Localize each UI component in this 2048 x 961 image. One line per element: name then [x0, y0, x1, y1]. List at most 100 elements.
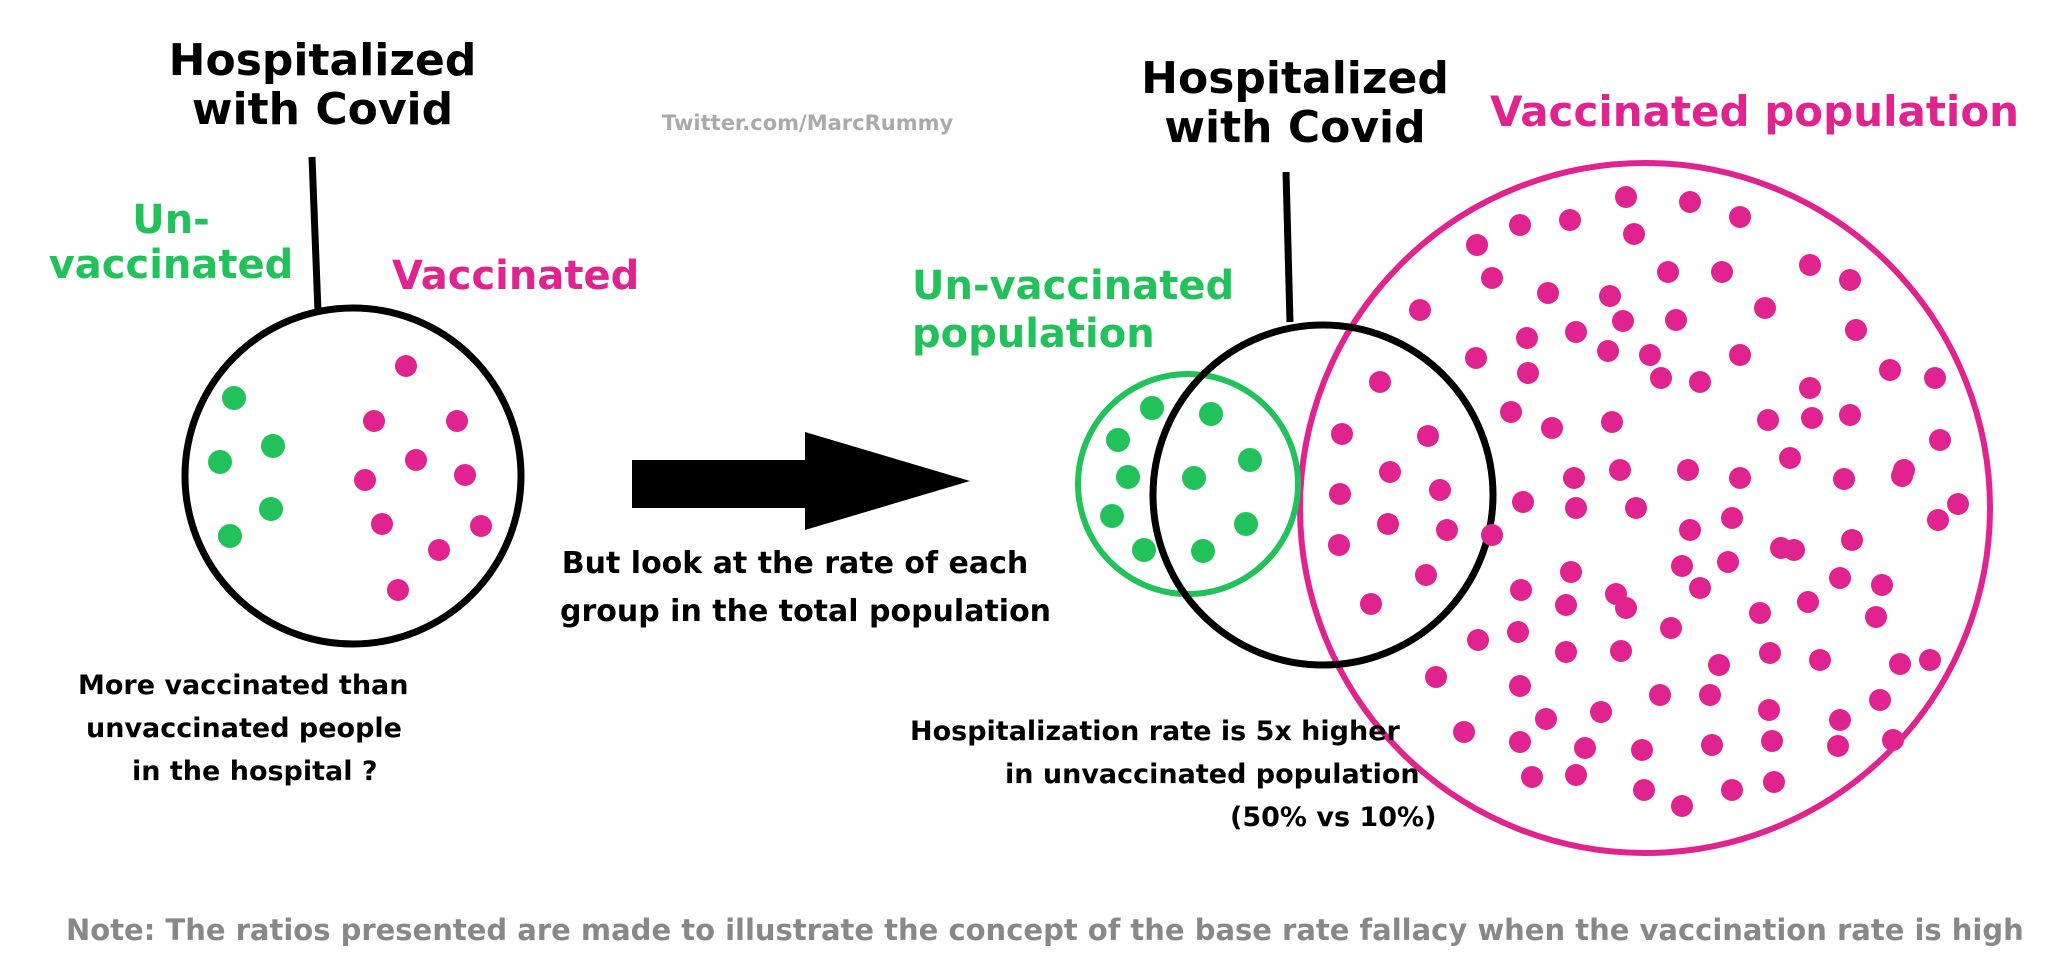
- vaccinated-person-dot: [1689, 371, 1711, 393]
- vaccinated-person-dot: [1559, 209, 1581, 231]
- vaccinated-person-dot: [1521, 766, 1543, 788]
- rate-line2: in unvaccinated population: [1005, 759, 1420, 791]
- vaccinated-person-dot: [1919, 649, 1941, 671]
- vaccinated-population-dots: [1328, 186, 1969, 817]
- vaccinated-person-dot: [1759, 642, 1781, 664]
- vaccinated-person-dot: [1415, 564, 1437, 586]
- vaccinated-person-dot: [446, 410, 468, 432]
- left-vaccinated-dots: [354, 355, 492, 601]
- vaccinated-person-dot: [1665, 309, 1687, 331]
- vaccinated-person-dot: [1565, 321, 1587, 343]
- vaccinated-person-dot: [1754, 297, 1776, 319]
- vaccinated-person-dot: [1869, 689, 1891, 711]
- vaccinated-person-dot: [1729, 467, 1751, 489]
- unvaccinated-person-dot: [218, 524, 242, 548]
- right-hospital-circle: [1149, 321, 1497, 669]
- vaccinated-person-dot: [1827, 735, 1849, 757]
- vaccinated-person-dot: [1708, 654, 1730, 676]
- unvaccinated-person-dot: [208, 450, 232, 474]
- vaccinated-person-dot: [1329, 483, 1351, 505]
- vaccinated-person-dot: [1717, 551, 1739, 573]
- vaccinated-person-dot: [1829, 709, 1851, 731]
- vaccinated-person-dot: [1839, 269, 1861, 291]
- vaccinated-person-dot: [1535, 708, 1557, 730]
- vaccinated-person-dot: [1799, 377, 1821, 399]
- vaccinated-person-dot: [1369, 371, 1391, 393]
- vaccinated-person-dot: [1927, 509, 1949, 531]
- left-question-line1: More vaccinated than: [78, 670, 409, 701]
- vaccinated-person-dot: [1574, 737, 1596, 759]
- vaccinated-person-dot: [395, 355, 417, 377]
- right-unvaccinated-label: Un-vaccinated population: [912, 262, 1234, 358]
- arrow-caption-line2: group in the total population: [560, 594, 1052, 629]
- vaccinated-person-dot: [1882, 729, 1904, 751]
- vaccinated-person-dot: [1657, 261, 1679, 283]
- unvaccinated-person-dot: [1238, 448, 1262, 472]
- vaccinated-person-dot: [1610, 640, 1632, 662]
- vaccinated-person-dot: [405, 449, 427, 471]
- unvaccinated-person-dot: [1100, 504, 1124, 528]
- left-unvaccinated-line2: vaccinated: [48, 241, 294, 288]
- vaccinated-person-dot: [1509, 731, 1531, 753]
- vaccinated-person-dot: [1615, 186, 1637, 208]
- arrow-icon: [632, 432, 970, 530]
- vaccinated-person-dot: [1615, 597, 1637, 619]
- unvaccinated-person-dot: [1182, 466, 1206, 490]
- rate-line3: (50% vs 10%): [1230, 802, 1437, 834]
- vaccinated-person-dot: [1465, 347, 1487, 369]
- vaccinated-person-dot: [1758, 699, 1780, 721]
- unvaccinated-person-dot: [1132, 538, 1156, 562]
- vaccinated-person-dot: [1721, 779, 1743, 801]
- unvaccinated-person-dot: [222, 386, 246, 410]
- vaccinated-person-dot: [1679, 519, 1701, 541]
- right-unvaccinated-line1: Un-vaccinated: [912, 263, 1235, 309]
- vaccinated-person-dot: [1481, 524, 1503, 546]
- vaccinated-person-dot: [1563, 467, 1585, 489]
- vaccinated-person-dot: [1671, 555, 1693, 577]
- vaccinated-person-dot: [1425, 666, 1447, 688]
- vaccinated-person-dot: [1481, 267, 1503, 289]
- vaccinated-person-dot: [1516, 327, 1538, 349]
- vaccinated-person-dot: [1453, 721, 1475, 743]
- vaccinated-person-dot: [1417, 425, 1439, 447]
- vaccinated-population-circle: [1297, 160, 1993, 856]
- vaccinated-person-dot: [1729, 344, 1751, 366]
- vaccinated-person-dot: [1429, 479, 1451, 501]
- arrow-caption: But look at the rate of each group in th…: [560, 540, 1052, 636]
- vaccinated-person-dot: [387, 579, 409, 601]
- vaccinated-person-dot: [1799, 254, 1821, 276]
- vaccinated-person-dot: [363, 410, 385, 432]
- rate-comparison-text: Hospitalization rate is 5x higher in unv…: [910, 710, 1436, 840]
- vaccinated-person-dot: [1631, 739, 1653, 761]
- right-hospitalized-title: Hospitalized with Covid: [1125, 54, 1465, 153]
- vaccinated-person-dot: [1623, 223, 1645, 245]
- vaccinated-person-dot: [1749, 602, 1771, 624]
- vaccinated-population-label: Vaccinated population: [1490, 87, 2020, 136]
- unvaccinated-person-dot: [1140, 396, 1164, 420]
- unvaccinated-person-dot: [1234, 512, 1258, 536]
- vaccinated-person-dot: [1801, 407, 1823, 429]
- vaccinated-person-dot: [1871, 574, 1893, 596]
- left-unvaccinated-dots: [208, 386, 285, 548]
- vaccinated-person-dot: [1929, 429, 1951, 451]
- vaccinated-person-dot: [1721, 507, 1743, 529]
- vaccinated-person-dot: [1699, 684, 1721, 706]
- left-question-line2: unvaccinated people: [86, 713, 402, 745]
- vaccinated-person-dot: [1829, 567, 1851, 589]
- footer-note: Note: The ratios presented are made to i…: [66, 913, 2024, 947]
- vaccinated-person-dot: [1763, 771, 1785, 793]
- vaccinated-person-dot: [1555, 594, 1577, 616]
- vaccinated-person-dot: [371, 513, 393, 535]
- rate-line1: Hospitalization rate is 5x higher: [910, 716, 1400, 747]
- vaccinated-person-dot: [1537, 282, 1559, 304]
- vaccinated-person-dot: [454, 464, 476, 486]
- vaccinated-person-dot: [1507, 621, 1529, 643]
- vaccinated-person-dot: [1845, 319, 1867, 341]
- left-vaccinated-label: Vaccinated: [392, 253, 640, 299]
- unvaccinated-person-dot: [1106, 428, 1130, 452]
- vaccinated-person-dot: [1679, 191, 1701, 213]
- vaccinated-person-dot: [1633, 779, 1655, 801]
- vaccinated-person-dot: [1639, 344, 1661, 366]
- vaccinated-person-dot: [1560, 561, 1582, 583]
- left-question-line3: in the hospital ?: [132, 756, 378, 788]
